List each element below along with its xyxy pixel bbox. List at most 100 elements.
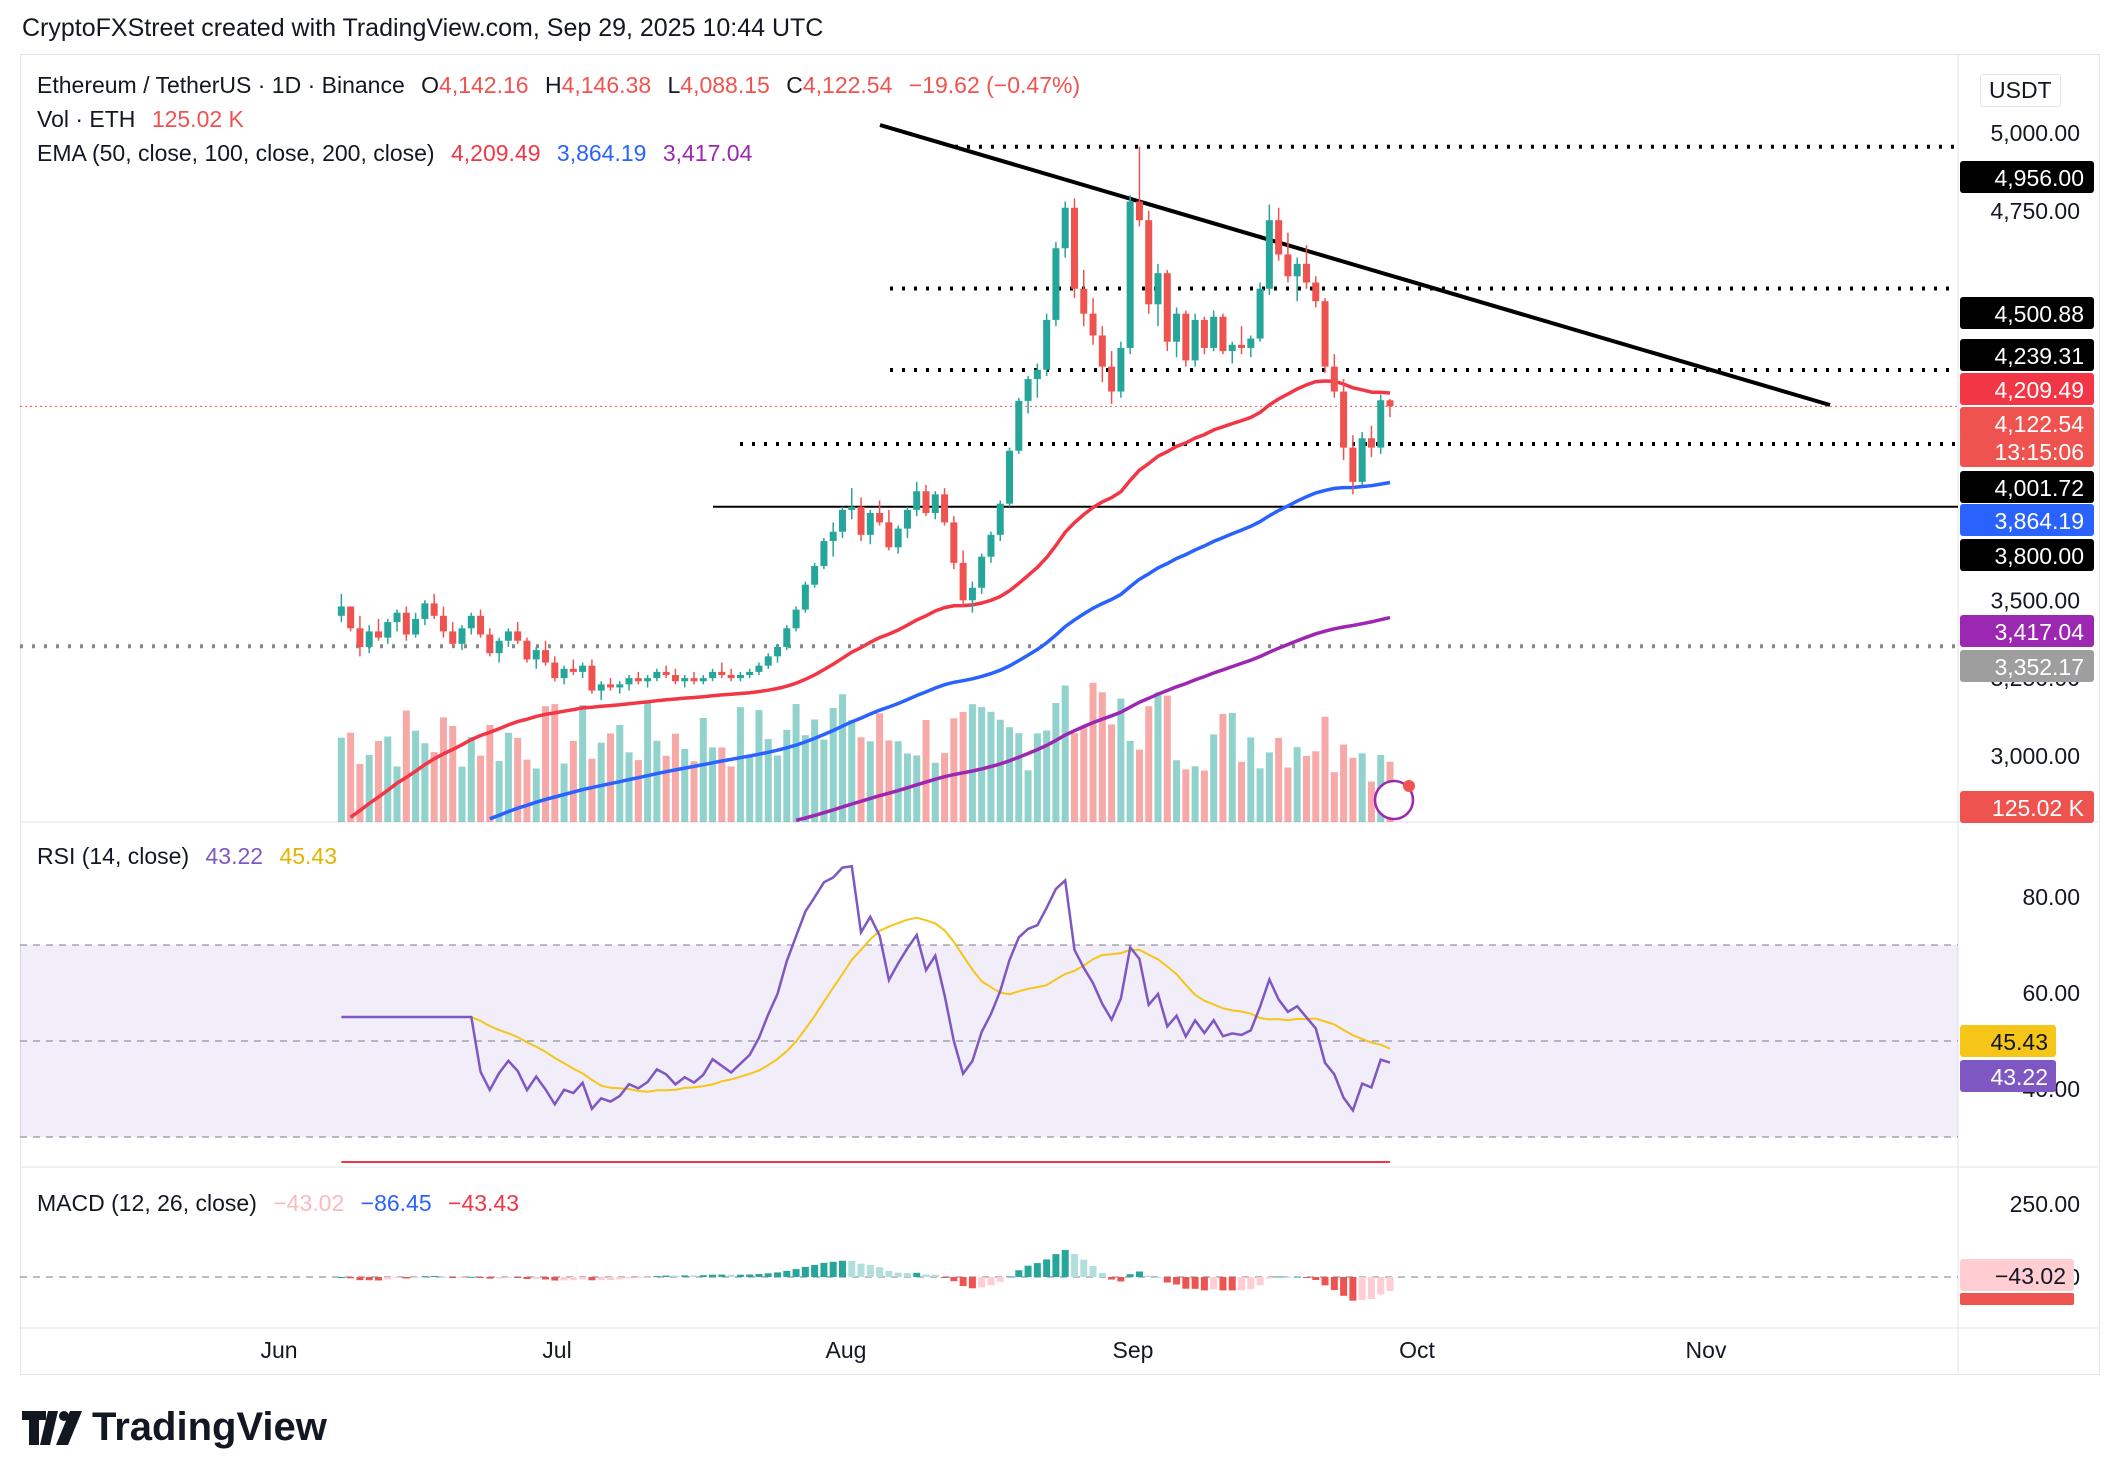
volume-bar — [532, 768, 540, 822]
ema100-line — [489, 480, 1391, 821]
volume-bar — [811, 719, 819, 822]
macd-label[interactable]: MACD (12, 26, close) — [37, 1190, 257, 1216]
symbol-name[interactable]: Ethereum / TetherUS · 1D · Binance — [37, 72, 405, 98]
macd-histogram-bar — [532, 1277, 540, 1279]
volume-bar — [866, 741, 874, 822]
candle-body — [959, 562, 967, 601]
volume-bar — [913, 755, 921, 822]
candle-body — [1098, 335, 1106, 367]
candle-body — [1061, 207, 1069, 249]
candle-body — [1135, 201, 1143, 221]
low-value: 4,088.15 — [680, 72, 770, 98]
volume-bar — [709, 747, 717, 822]
candle-body — [1349, 447, 1357, 482]
price-tag: 3,417.04 — [1994, 619, 2084, 645]
volume-bar — [365, 754, 373, 822]
volume-bar — [616, 724, 624, 822]
macd-histogram-bar — [495, 1277, 503, 1279]
macd-histogram-bar — [1265, 1277, 1273, 1279]
volume-bar — [1080, 726, 1088, 822]
volume-bar — [876, 713, 884, 822]
macd-histogram-bar — [1349, 1277, 1357, 1301]
macd-histogram-bar — [412, 1277, 420, 1278]
candle-body — [495, 640, 503, 654]
price-tag: 4,956.00 — [1994, 165, 2084, 191]
volume-bar — [1265, 752, 1273, 822]
macd-histogram-bar — [746, 1274, 754, 1277]
macd-histogram-bar — [1200, 1277, 1208, 1291]
macd-histogram-bar — [1191, 1277, 1199, 1289]
candle-body — [792, 609, 800, 629]
ema200-value: 3,417.04 — [662, 140, 753, 166]
price-tag-bg — [1960, 615, 2094, 647]
candle-body — [532, 650, 540, 660]
volume-bar — [1200, 770, 1208, 822]
volume-bar — [588, 758, 596, 822]
macd-tag: −43.02 — [1995, 1263, 2066, 1289]
volume-bar — [542, 706, 550, 822]
candle-body — [597, 684, 605, 691]
candle-body — [588, 665, 596, 691]
volume-bar — [1210, 734, 1218, 822]
macd-histogram-bar — [449, 1277, 457, 1279]
candle-body — [1321, 301, 1329, 367]
volume-bar — [653, 740, 661, 822]
price-tag: 125.02 K — [1992, 795, 2085, 821]
macd-histogram-bar — [1247, 1277, 1255, 1290]
time-axis-label: Nov — [1686, 1337, 1727, 1363]
tradingview-brand: TradingView — [92, 1405, 327, 1449]
macd-axis-tick: 250.00 — [2010, 1191, 2080, 1217]
rsi-label[interactable]: RSI (14, close) — [37, 843, 190, 869]
candle-body — [569, 668, 577, 672]
rsi-tag: 43.22 — [1990, 1064, 2048, 1090]
macd-histogram-bar — [1330, 1277, 1338, 1291]
candle-body — [1312, 282, 1320, 302]
macd-histogram-bar — [1312, 1277, 1320, 1281]
volume-bar — [504, 732, 512, 822]
candle-body — [356, 628, 364, 647]
candle-body — [978, 556, 986, 588]
currency-button[interactable]: USDT — [1980, 74, 2061, 107]
volume-bar — [764, 739, 772, 822]
macd-histogram-bar — [597, 1277, 605, 1281]
volume-bar — [449, 725, 457, 822]
macd-histogram-bar — [1210, 1277, 1218, 1290]
macd-histogram-bar — [1302, 1277, 1310, 1278]
tradingview-logo[interactable]: TradingView — [22, 1405, 327, 1450]
macd-histogram-bar — [542, 1277, 550, 1280]
macd-histogram-bar — [523, 1277, 531, 1279]
macd-histogram-bar — [1238, 1277, 1246, 1291]
candle-body — [1006, 450, 1014, 504]
ema-label[interactable]: EMA (50, close, 100, close, 200, close) — [37, 140, 435, 166]
volume-bar — [727, 766, 735, 822]
ohlc-close: C4,122.54 — [786, 72, 892, 98]
candle-body — [1191, 319, 1199, 361]
candle-body — [1200, 319, 1208, 348]
macd-histogram-bar — [829, 1261, 837, 1277]
macd-histogram-bar — [1173, 1277, 1181, 1285]
candle-body — [439, 615, 447, 632]
macd-histogram-bar — [1070, 1253, 1078, 1277]
macd-histogram-bar — [1284, 1276, 1292, 1278]
price-tag-bg — [1960, 435, 2094, 467]
macd-histogram-bar — [1367, 1277, 1375, 1300]
candle-body — [625, 678, 633, 685]
macd-histogram-bar — [430, 1275, 438, 1277]
candle-body — [430, 603, 438, 616]
volume-bar — [1256, 768, 1264, 822]
volume-bar — [662, 755, 670, 822]
rsi-axis-tick: 80.00 — [2022, 884, 2080, 910]
macd-histogram-bar — [755, 1274, 763, 1277]
volume-bar — [774, 755, 782, 822]
low-label: L — [667, 72, 681, 98]
volume-label[interactable]: Vol · ETH — [37, 106, 136, 132]
candle-body — [820, 541, 828, 566]
volume-bar — [681, 748, 689, 822]
time-axis-label: Aug — [826, 1337, 867, 1363]
macd-histogram-bar — [1275, 1276, 1283, 1278]
rsi-axis-tick: 60.00 — [2022, 980, 2080, 1006]
volume-bar — [820, 739, 828, 822]
volume-bar — [597, 742, 605, 822]
candle-body — [393, 612, 401, 623]
